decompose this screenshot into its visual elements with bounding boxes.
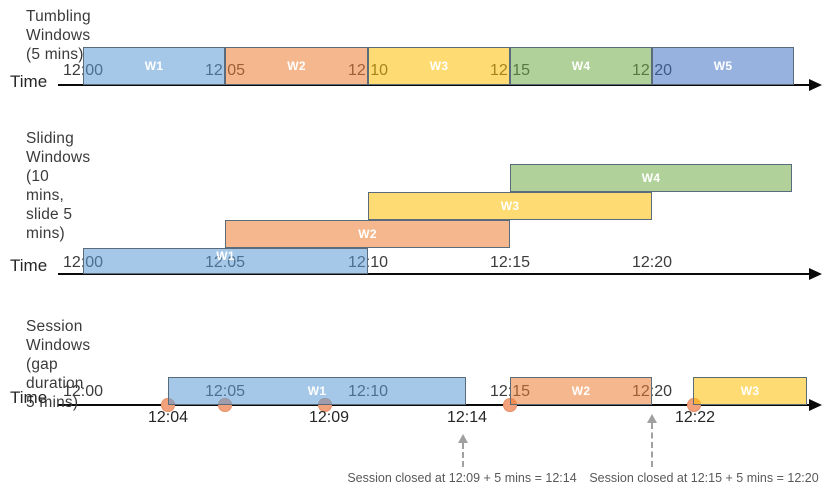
tick-label: 12:00 [62, 383, 104, 400]
dashed-arrow-head-icon [458, 434, 468, 443]
window-bar-w3: W3 [368, 47, 510, 85]
time-axis-line [58, 273, 810, 275]
event-time-label: 12:22 [674, 409, 716, 426]
window-bar-w4: W4 [510, 47, 652, 85]
event-time-label: 12:04 [147, 409, 189, 426]
tick-label: 12:15 [489, 254, 531, 271]
section-title: Tumbling Windows (5 mins) [26, 8, 91, 63]
window-bar-w1: W1 [83, 47, 225, 85]
window-label: W4 [641, 171, 661, 185]
time-axis-arrowhead-icon [809, 268, 822, 280]
window-label: W2 [358, 227, 377, 241]
window-label: W3 [740, 384, 760, 398]
section-title: Session Windows (gap duration 5 mins) [26, 318, 91, 411]
window-bar-w4: W4 [510, 164, 792, 192]
dashed-arrow-line [651, 423, 653, 467]
window-label: W1 [216, 249, 235, 263]
time-axis-line [58, 84, 810, 86]
event-time-label: 12:14 [446, 409, 488, 426]
window-label: W4 [571, 59, 591, 73]
window-label: W5 [713, 59, 733, 73]
time-axis-label: Time [10, 388, 48, 407]
tick-label: 12:20 [631, 254, 673, 271]
window-bar-w3: W3 [368, 192, 652, 220]
window-bar-w2: W2 [225, 47, 368, 85]
time-axis-arrowhead-icon [809, 79, 822, 91]
window-bar-w2: W2 [225, 220, 510, 248]
section-title: Sliding Windows (10 mins, slide 5 mins) [26, 130, 91, 242]
session-closed-annotation: Session closed at 12:15 + 5 mins = 12:20 [589, 471, 819, 485]
window-label: W2 [287, 59, 306, 73]
window-bar-w2: W2 [510, 377, 652, 405]
session-closed-annotation: Session closed at 12:09 + 5 mins = 12:14 [347, 471, 577, 485]
window-label: W3 [500, 199, 520, 213]
time-axis-label: Time [10, 256, 48, 275]
dashed-arrow-head-icon [647, 414, 657, 423]
time-axis-label: Time [10, 72, 48, 91]
event-time-label: 12:09 [308, 409, 350, 426]
window-label: W3 [429, 59, 449, 73]
time-axis-arrowhead-icon [809, 399, 822, 411]
dashed-arrow-line [462, 443, 464, 467]
window-bar-w1: W1 [83, 248, 368, 274]
window-label: W1 [144, 59, 164, 73]
time-axis-line [58, 404, 810, 406]
window-label: W1 [307, 384, 327, 398]
window-bar-w3: W3 [693, 377, 807, 405]
window-bar-w5: W5 [652, 47, 794, 85]
window-bar-w1: W1 [168, 377, 466, 405]
window-label: W2 [571, 384, 591, 398]
